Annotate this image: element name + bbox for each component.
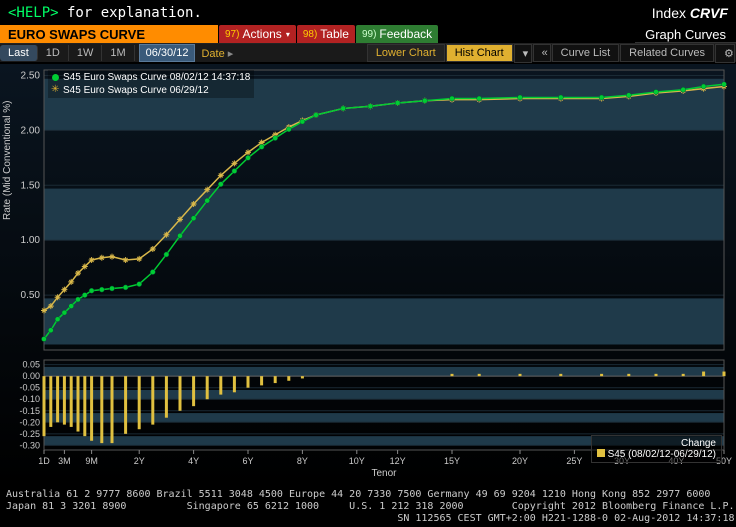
date-input[interactable]: 06/30/12 [139, 44, 196, 62]
tab-1w[interactable]: 1W [69, 45, 103, 61]
table-menu[interactable]: 98)Table [297, 25, 355, 43]
svg-text:8Y: 8Y [297, 456, 308, 466]
tab-last[interactable]: Last [0, 45, 38, 61]
svg-text:4Y: 4Y [188, 456, 199, 466]
curve-list-button[interactable]: Curve List [552, 44, 620, 62]
related-curves-button[interactable]: Related Curves [620, 44, 714, 62]
svg-text:10Y: 10Y [349, 456, 365, 466]
svg-text:-0.30: -0.30 [19, 440, 40, 450]
svg-text:-0.25: -0.25 [19, 429, 40, 439]
lower-chart-button[interactable]: Lower Chart [367, 44, 445, 62]
svg-text:1.00: 1.00 [21, 235, 41, 246]
svg-text:2.00: 2.00 [21, 125, 41, 136]
svg-text:1D: 1D [38, 456, 50, 466]
chart-area: 0.50 1.00 1.50 2.00 2.50 -0.30-0.25 -0.20-0.15… [0, 64, 736, 485]
svg-text:20Y: 20Y [512, 456, 528, 466]
footer: Australia 61 2 9777 8600 Brazil 5511 304… [0, 487, 736, 527]
graph-curves-label: Graph Curves [635, 25, 736, 43]
svg-text:25Y: 25Y [566, 456, 582, 466]
gear-icon[interactable]: ⚙ [715, 44, 735, 63]
tab-1d[interactable]: 1D [38, 45, 69, 61]
svg-text:1.50: 1.50 [21, 180, 41, 191]
svg-text:Tenor: Tenor [371, 468, 397, 479]
title-bar: EURO SWAPS CURVE 97)Actions▾ 98)Table 99… [0, 25, 736, 43]
svg-text:12Y: 12Y [390, 456, 406, 466]
svg-text:-0.05: -0.05 [19, 383, 40, 393]
help-text: <HELP> for explanation. [8, 4, 202, 21]
legend-main: S45 Euro Swaps Curve 08/02/12 14:37:18 S… [48, 70, 254, 98]
legend-swatch [597, 449, 605, 457]
chart-dropdown-button[interactable]: ▾ [514, 44, 532, 63]
svg-text:15Y: 15Y [444, 456, 460, 466]
legend-marker-green [52, 74, 59, 81]
y-axis-label: Rate (Mid Conventional %) [2, 101, 13, 221]
svg-text:0.05: 0.05 [22, 360, 40, 370]
svg-text:0.50: 0.50 [21, 290, 41, 301]
toolbar: Last 1D 1W 1M 06/30/12 Date ▸ Lower Char… [0, 43, 736, 63]
feedback-menu[interactable]: 99)Feedback [356, 25, 438, 43]
index-label: Index CRVF [652, 5, 728, 21]
svg-text:3M: 3M [58, 456, 71, 466]
page-title: EURO SWAPS CURVE [0, 25, 218, 43]
svg-text:0.00: 0.00 [22, 371, 40, 381]
svg-text:9M: 9M [85, 456, 98, 466]
hist-chart-button[interactable]: Hist Chart [446, 44, 513, 62]
svg-text:-0.20: -0.20 [19, 417, 40, 427]
legend-marker-yellow [52, 87, 59, 94]
tab-1m[interactable]: 1M [102, 45, 134, 61]
prev-button[interactable]: « [533, 44, 551, 62]
svg-text:6Y: 6Y [242, 456, 253, 466]
svg-text:2.50: 2.50 [21, 70, 41, 81]
chart-svg: 0.50 1.00 1.50 2.00 2.50 -0.30-0.25 -0.20-0.15… [0, 64, 736, 486]
actions-menu[interactable]: 97)Actions▾ [219, 25, 296, 43]
svg-text:-0.10: -0.10 [19, 394, 40, 404]
legend-change: Change S45 (08/02/12-06/29/12) [591, 435, 722, 463]
svg-text:2Y: 2Y [134, 456, 145, 466]
svg-text:-0.15: -0.15 [19, 406, 40, 416]
help-tag[interactable]: <HELP> [8, 5, 59, 21]
top-bar: <HELP> for explanation. Index CRVF [0, 0, 736, 25]
date-label: Date ▸ [201, 47, 233, 60]
